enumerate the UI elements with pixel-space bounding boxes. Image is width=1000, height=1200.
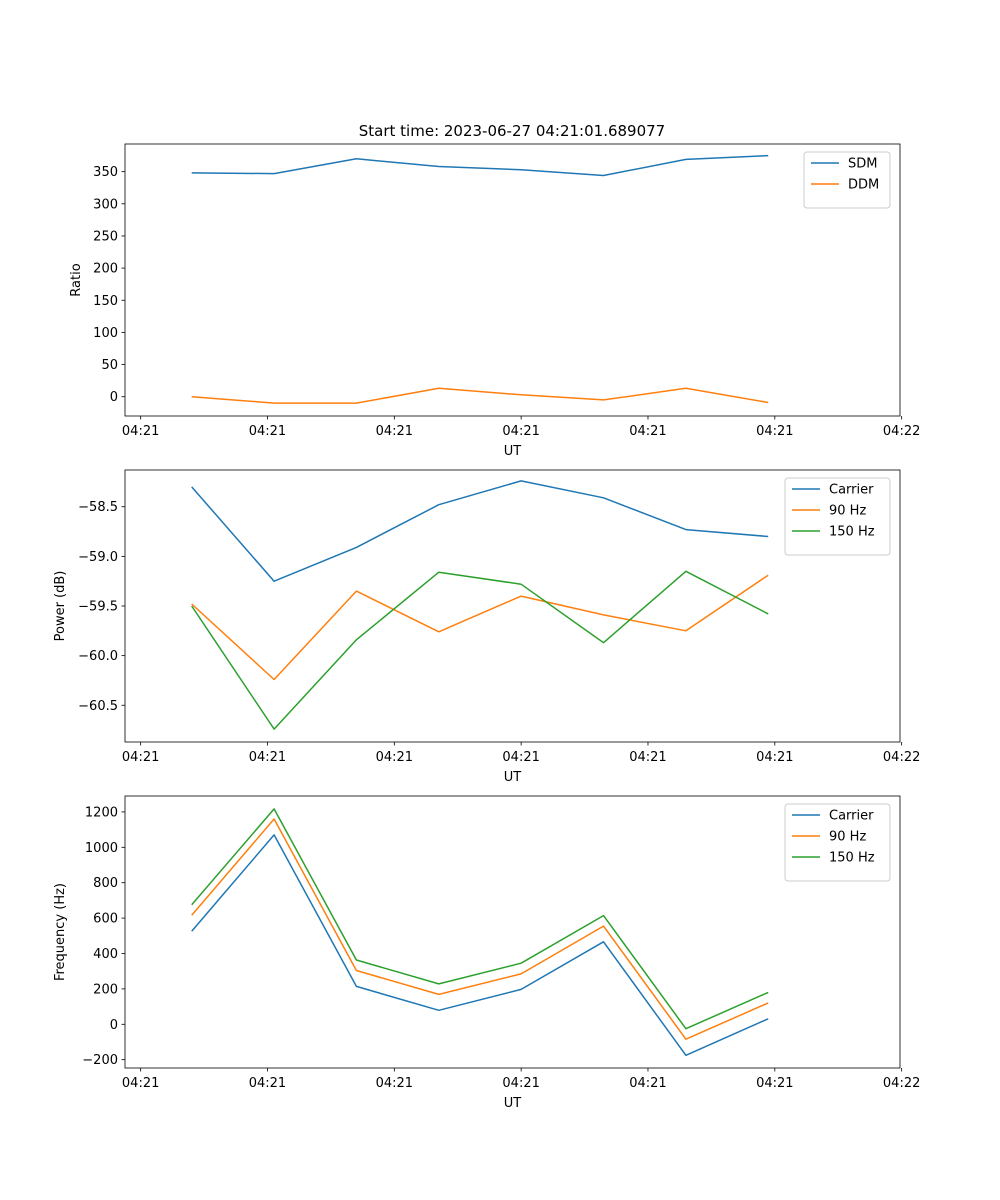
- x-tick-label: 04:21: [122, 750, 159, 765]
- y-tick-label: 400: [93, 947, 118, 962]
- series-line-90-hz: [191, 574, 769, 681]
- axes-frame: [124, 143, 901, 417]
- figure-title: Start time: 2023-06-27 04:21:01.689077: [359, 122, 665, 140]
- y-tick-label: 1000: [85, 841, 118, 856]
- x-axis-label: UT: [504, 770, 522, 785]
- y-axis-label: Power (dB): [53, 571, 68, 642]
- y-tick-label: 350: [93, 165, 118, 180]
- y-axis-label: Ratio: [69, 263, 84, 296]
- subplot-3: 04:21 04:21 04:21 04:21 04:21 04:21 04:22 −200 0…: [53, 795, 920, 1111]
- legend: Carrier 90 Hz 150 Hz: [784, 803, 891, 882]
- legend-label: Carrier: [829, 483, 874, 498]
- x-axis-label: UT: [504, 444, 522, 459]
- legend-label: Carrier: [829, 809, 874, 824]
- legend-label: DDM: [848, 178, 879, 193]
- x-tick-label: 04:21: [122, 424, 159, 439]
- x-tick-label: 04:21: [629, 1076, 666, 1091]
- y-tick-label: 200: [93, 262, 118, 277]
- y-tick-label: 100: [93, 326, 118, 341]
- x-tick-label: 04:21: [502, 424, 539, 439]
- subplot-2: 04:21 04:21 04:21 04:21 04:21 04:21 04:22 −60.5…: [53, 469, 920, 785]
- series-line-sdm: [191, 154, 769, 177]
- y-tick-label: 250: [93, 229, 118, 244]
- legend-label: 90 Hz: [829, 830, 866, 845]
- axes-frame: [124, 795, 901, 1069]
- y-tick-label: −60.0: [78, 649, 118, 664]
- x-tick-label: 04:22: [883, 750, 920, 765]
- x-tick-label: 04:21: [502, 1076, 539, 1091]
- x-tick-label: 04:21: [122, 1076, 159, 1091]
- legend-box: [803, 151, 891, 209]
- y-tick-label: 600: [93, 912, 118, 927]
- x-axis-label: UT: [504, 1096, 522, 1111]
- y-axis-label: Frequency (Hz): [53, 883, 68, 981]
- x-tick-label: 04:22: [883, 424, 920, 439]
- series-line-carrier: [191, 834, 769, 1057]
- subplots: 04:21 04:21 04:21 04:21 04:21 04:21 04:22 0 50 10…: [53, 143, 920, 1111]
- series-line-150-hz: [191, 570, 769, 730]
- x-tick-label: 04:21: [249, 424, 286, 439]
- x-tick-label: 04:22: [883, 1076, 920, 1091]
- y-tick-label: 150: [93, 294, 118, 309]
- y-tick-label: 1200: [85, 805, 118, 820]
- series-line-90-hz: [191, 818, 769, 1040]
- x-tick-label: 04:21: [502, 750, 539, 765]
- y-tick-label: 200: [93, 982, 118, 997]
- legend-label: SDM: [848, 157, 877, 172]
- x-tick-label: 04:21: [629, 750, 666, 765]
- series-line-ddm: [191, 387, 769, 404]
- x-tick-label: 04:21: [376, 1076, 413, 1091]
- y-tick-label: −59.0: [78, 550, 118, 565]
- subplot-1: 04:21 04:21 04:21 04:21 04:21 04:21 04:22 0 50 10…: [69, 143, 920, 459]
- legend-label: 150 Hz: [829, 525, 875, 540]
- x-tick-label: 04:21: [756, 750, 793, 765]
- x-tick-label: 04:21: [249, 1076, 286, 1091]
- x-tick-label: 04:21: [756, 1076, 793, 1091]
- legend-box: [784, 803, 891, 882]
- y-tick-label: 300: [93, 197, 118, 212]
- legend-label: 90 Hz: [829, 504, 866, 519]
- y-tick-label: −200: [82, 1053, 118, 1068]
- series-line-150-hz: [191, 808, 769, 1030]
- y-tick-label: 800: [93, 876, 118, 891]
- y-tick-label: 50: [101, 358, 118, 373]
- legend: SDM DDM: [803, 151, 891, 209]
- x-tick-label: 04:21: [376, 750, 413, 765]
- y-tick-label: −59.5: [78, 600, 118, 615]
- series-line-carrier: [191, 480, 769, 582]
- legend: Carrier 90 Hz 150 Hz: [784, 477, 891, 556]
- legend-label: 150 Hz: [829, 851, 875, 866]
- legend-box: [784, 477, 891, 556]
- x-tick-label: 04:21: [376, 424, 413, 439]
- x-tick-label: 04:21: [249, 750, 286, 765]
- x-tick-label: 04:21: [629, 424, 666, 439]
- y-tick-label: 0: [110, 1018, 118, 1033]
- y-tick-label: 0: [110, 390, 118, 405]
- x-tick-label: 04:21: [756, 424, 793, 439]
- y-tick-label: −58.5: [78, 500, 118, 515]
- y-tick-label: −60.5: [78, 699, 118, 714]
